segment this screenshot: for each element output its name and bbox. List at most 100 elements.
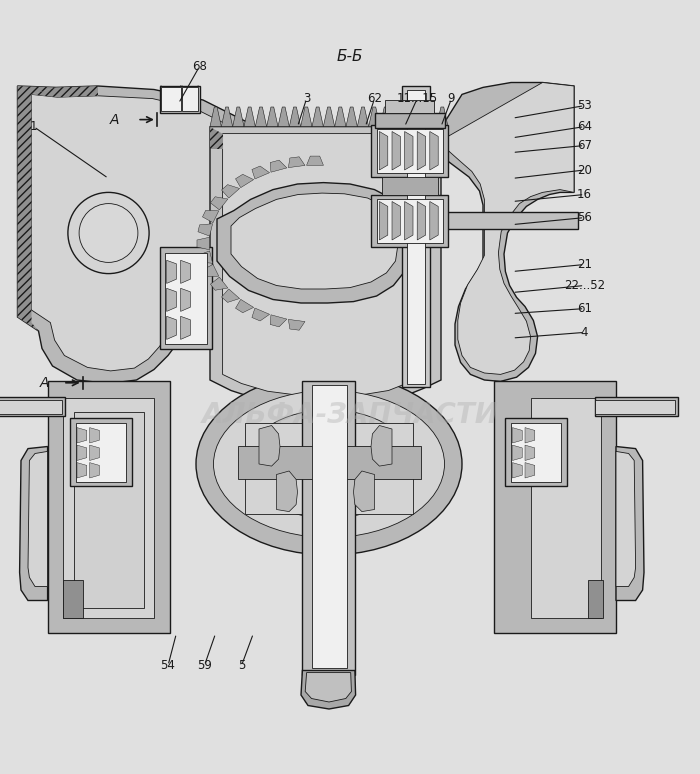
Polygon shape [307, 156, 323, 166]
Polygon shape [405, 132, 413, 170]
Text: 59: 59 [197, 659, 212, 672]
Bar [164, 252, 206, 344]
Bar [0, 399, 62, 413]
Bar [588, 580, 603, 618]
Bar [531, 398, 601, 618]
Polygon shape [210, 127, 441, 406]
Polygon shape [217, 183, 407, 303]
Polygon shape [221, 289, 239, 303]
Polygon shape [223, 134, 428, 397]
Polygon shape [211, 277, 228, 290]
Polygon shape [379, 132, 388, 170]
Text: 68: 68 [192, 60, 207, 73]
Polygon shape [32, 86, 98, 98]
Polygon shape [198, 224, 213, 236]
Polygon shape [231, 193, 398, 289]
Polygon shape [426, 107, 437, 127]
Polygon shape [430, 201, 438, 240]
Polygon shape [32, 94, 244, 371]
Bar [374, 112, 444, 128]
Bar [160, 247, 212, 348]
Polygon shape [270, 160, 287, 172]
Polygon shape [430, 132, 438, 170]
Polygon shape [278, 107, 289, 127]
Polygon shape [392, 201, 400, 240]
Bar [407, 90, 425, 383]
Text: 1: 1 [30, 120, 37, 133]
Polygon shape [259, 426, 280, 466]
Text: 3: 3 [303, 92, 310, 105]
Polygon shape [305, 673, 351, 702]
Polygon shape [267, 107, 278, 127]
Polygon shape [335, 107, 346, 127]
Polygon shape [288, 320, 305, 330]
Polygon shape [428, 127, 441, 149]
Polygon shape [512, 427, 522, 443]
Polygon shape [380, 107, 391, 127]
Bar [0, 397, 65, 416]
Polygon shape [235, 174, 253, 187]
Polygon shape [77, 463, 87, 478]
Bar [385, 100, 434, 112]
Ellipse shape [196, 373, 462, 555]
Text: 64: 64 [577, 120, 592, 133]
Polygon shape [252, 308, 270, 321]
Polygon shape [181, 317, 190, 340]
Text: 21: 21 [577, 258, 592, 271]
Bar [505, 418, 567, 486]
Bar [70, 418, 132, 486]
Polygon shape [20, 447, 48, 601]
Bar [382, 177, 438, 194]
Bar [238, 446, 421, 479]
Polygon shape [369, 107, 380, 127]
Polygon shape [211, 197, 228, 210]
Polygon shape [414, 107, 426, 127]
Polygon shape [525, 427, 535, 443]
Text: 20: 20 [577, 163, 592, 176]
Polygon shape [357, 107, 369, 127]
Bar [371, 194, 448, 247]
Polygon shape [417, 201, 426, 240]
Polygon shape [77, 445, 87, 461]
Text: 4: 4 [581, 326, 588, 339]
Polygon shape [252, 166, 270, 179]
Polygon shape [256, 107, 267, 127]
Text: 16: 16 [577, 188, 592, 201]
Polygon shape [379, 201, 388, 240]
Text: 53: 53 [577, 99, 592, 112]
Polygon shape [512, 445, 522, 461]
Polygon shape [221, 185, 239, 198]
Polygon shape [18, 86, 56, 331]
Polygon shape [616, 447, 644, 601]
Polygon shape [77, 427, 87, 443]
Polygon shape [90, 427, 99, 443]
Bar [595, 397, 678, 416]
Polygon shape [202, 265, 219, 276]
Bar [441, 212, 578, 229]
Polygon shape [301, 670, 356, 709]
Text: АЛЬФА-ЗАПЧАСТИ: АЛЬФА-ЗАПЧАСТИ [202, 401, 498, 429]
Bar [494, 382, 616, 633]
Bar [377, 129, 443, 173]
Bar [161, 87, 181, 111]
Text: 62: 62 [367, 92, 382, 105]
Polygon shape [210, 127, 223, 149]
Bar [63, 398, 154, 618]
Text: 61: 61 [577, 302, 592, 315]
Polygon shape [167, 288, 176, 311]
Polygon shape [18, 86, 259, 383]
Circle shape [79, 204, 138, 262]
Polygon shape [288, 157, 305, 168]
Polygon shape [289, 107, 301, 127]
Bar [63, 580, 83, 618]
Polygon shape [276, 471, 298, 512]
Polygon shape [417, 132, 426, 170]
Polygon shape [301, 107, 312, 127]
Polygon shape [616, 451, 636, 587]
Text: А: А [40, 376, 50, 390]
Polygon shape [391, 107, 402, 127]
Polygon shape [181, 288, 190, 311]
Ellipse shape [245, 409, 413, 519]
Text: 54: 54 [160, 659, 176, 672]
Polygon shape [210, 107, 221, 127]
